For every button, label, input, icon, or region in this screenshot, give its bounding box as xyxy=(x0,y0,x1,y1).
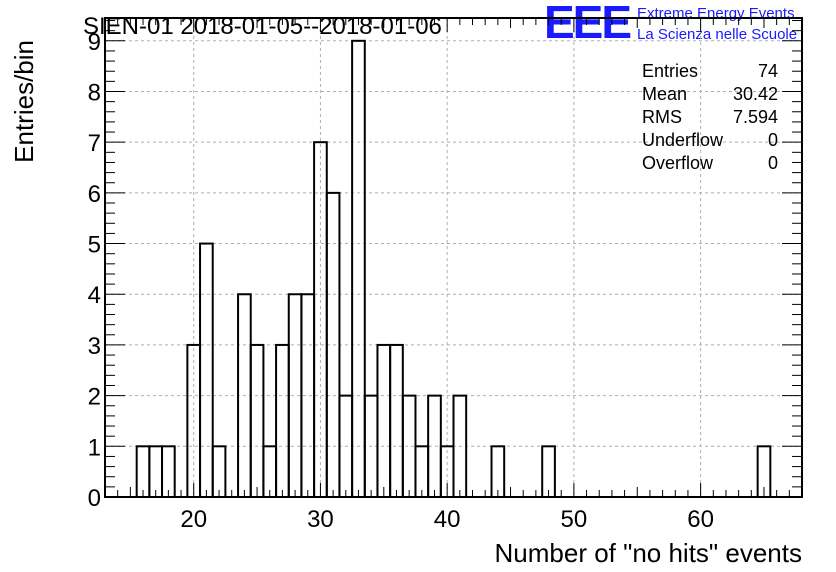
y-tick-label: 2 xyxy=(88,384,101,411)
x-tick-label: 40 xyxy=(434,506,461,533)
histogram-bin xyxy=(414,445,430,498)
x-tick-label: 50 xyxy=(561,506,588,533)
y-tick-label: 5 xyxy=(88,232,101,259)
stats-label: Entries xyxy=(642,61,698,81)
plot-frame xyxy=(104,17,803,498)
stats-label: Mean xyxy=(642,84,687,104)
eee-logo: EEE Extreme Energy Events La Scienza nel… xyxy=(544,0,797,48)
histogram-bin xyxy=(262,445,278,498)
histogram-bin xyxy=(249,343,265,498)
stats-value: 0 xyxy=(768,130,778,150)
histogram-bin xyxy=(199,242,214,498)
axes: 20 30 40 50 60 0 1 2 3 4 5 6 7 8 9 xyxy=(88,17,803,533)
stats-value: 0 xyxy=(768,153,778,173)
stats-value: 30.42 xyxy=(733,84,778,104)
y-tick-label: 4 xyxy=(88,282,101,309)
x-tick-label: 60 xyxy=(687,506,714,533)
histogram-bin xyxy=(275,343,290,498)
stats-label: RMS xyxy=(642,107,682,127)
y-tick-label: 9 xyxy=(88,29,101,56)
histogram-bin xyxy=(389,343,404,498)
y-axis-label: Entries/bin xyxy=(9,40,39,163)
histogram-bin xyxy=(541,445,556,498)
histogram-bin xyxy=(161,445,176,498)
y-tick-label: 3 xyxy=(88,333,101,360)
logo-mark: EEE xyxy=(544,0,630,48)
y-tick-label: 0 xyxy=(88,485,101,512)
y-tick-label: 6 xyxy=(88,181,101,208)
x-tick-label: 20 xyxy=(180,506,207,533)
histogram-bin xyxy=(148,445,164,498)
stats-label: Underflow xyxy=(642,130,724,150)
stats-label: Overflow xyxy=(642,153,714,173)
histogram-bin xyxy=(490,445,506,498)
histogram-bin xyxy=(376,343,392,498)
logo-line-1: Extreme Energy Events xyxy=(637,5,795,22)
x-axis-label: Number of "no hits" events xyxy=(495,538,803,568)
stats-box: Entries 74 Mean 30.42 RMS 7.594 Underflow 0 Over… xyxy=(642,61,778,173)
logo-line-2: La Scienza nelle Scuole xyxy=(637,26,797,43)
y-tick-label: 8 xyxy=(88,79,101,106)
stats-value: 7.594 xyxy=(733,107,778,127)
stats-value: 74 xyxy=(758,61,778,81)
histogram-bin xyxy=(351,39,366,499)
histogram-bin xyxy=(135,445,151,498)
y-tick-label: 7 xyxy=(88,130,101,157)
histogram-bin xyxy=(211,445,227,498)
x-tick-label: 30 xyxy=(307,506,334,533)
y-tick-label: 1 xyxy=(88,434,101,461)
